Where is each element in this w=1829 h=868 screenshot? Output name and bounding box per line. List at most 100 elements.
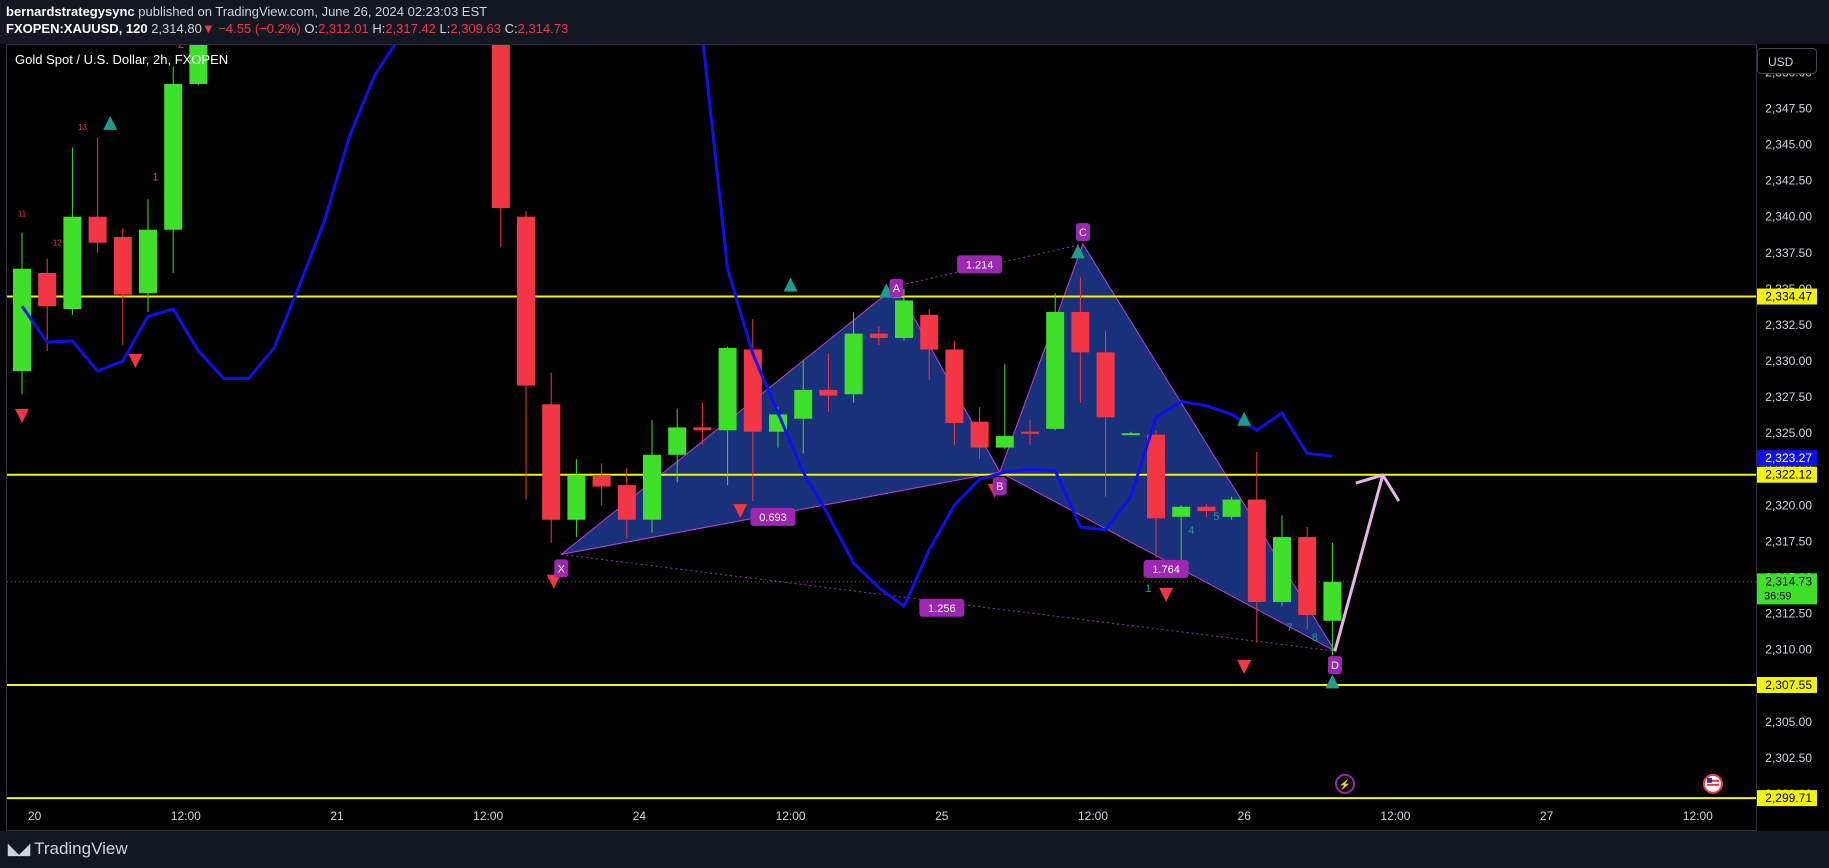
up-signal-marker bbox=[1070, 244, 1085, 259]
candle-body bbox=[895, 300, 913, 338]
symbol-interval: FXOPEN:XAUUSD, 120 bbox=[6, 21, 148, 36]
last-price-text: 2,314.73 bbox=[1765, 574, 1812, 588]
candle-body bbox=[88, 216, 107, 243]
moving-average-line bbox=[20, 45, 397, 380]
publish-line: bernardstrategysync published on Trading… bbox=[6, 4, 487, 19]
sma-price-text: 2,323.27 bbox=[1765, 451, 1812, 465]
price-axis-tick: 2,340.00 bbox=[1765, 210, 1812, 224]
pattern-ratio-label: 1.764 bbox=[1143, 559, 1189, 578]
close-label: C: bbox=[504, 21, 518, 36]
candle-body bbox=[643, 454, 661, 520]
up-signal-marker bbox=[103, 115, 118, 130]
candle-body bbox=[38, 272, 57, 307]
pattern-point-text: B bbox=[996, 481, 1003, 493]
moving-average-line bbox=[701, 45, 1333, 608]
candle-body bbox=[113, 236, 132, 295]
level-price-badge bbox=[1757, 466, 1817, 483]
price-axis-tick: 2,310.00 bbox=[1765, 643, 1812, 657]
level-price-text: 2,299.71 bbox=[1765, 791, 1812, 805]
price-axis-tick: 2,342.50 bbox=[1765, 174, 1812, 188]
candle-body bbox=[189, 45, 208, 84]
level-price-badge bbox=[1757, 790, 1817, 807]
pattern-point-text: C bbox=[1079, 227, 1087, 239]
sequential-count-label: 5 bbox=[1213, 511, 1219, 523]
price-axis-tick: 2,332.50 bbox=[1765, 318, 1812, 332]
price-axis-tick: 2,337.50 bbox=[1765, 246, 1812, 260]
ratio-text: 1.214 bbox=[966, 259, 994, 271]
time-axis-tick: 27 bbox=[1540, 809, 1554, 823]
price-axis-tick: 2,325.00 bbox=[1765, 426, 1812, 440]
sequential-count-label: 1 bbox=[1145, 583, 1151, 595]
pattern-point-badge bbox=[554, 559, 569, 578]
sequential-count-label: 8 bbox=[1312, 632, 1318, 644]
tv-logo-icon: ◣◢ bbox=[8, 841, 30, 858]
candle-body bbox=[1247, 499, 1266, 603]
sma-price-badge bbox=[1757, 450, 1817, 467]
pattern-point-c: C bbox=[1075, 223, 1090, 242]
price-axis-tick: 2,320.00 bbox=[1765, 498, 1812, 512]
tradingview-logo[interactable]: ◣◢ TradingView bbox=[8, 839, 128, 859]
price-axis-tick: 2,347.50 bbox=[1765, 101, 1812, 115]
price-axis-tick: 2,305.00 bbox=[1765, 715, 1812, 729]
pattern-point-text: A bbox=[893, 283, 901, 295]
price-axis-tick: 2,317.50 bbox=[1765, 534, 1812, 548]
pattern-ratio-label: 0.693 bbox=[750, 507, 796, 526]
publish-header: bernardstrategysync published on Trading… bbox=[0, 0, 1829, 44]
candle-body bbox=[13, 268, 31, 372]
candle-body bbox=[819, 389, 838, 396]
pattern-point-badge bbox=[992, 477, 1007, 496]
ratio-badge bbox=[1143, 559, 1189, 578]
currency-button[interactable]: USD bbox=[1757, 48, 1817, 74]
pattern-point-x: X bbox=[554, 559, 569, 578]
candle-body bbox=[139, 229, 157, 294]
level-price-badge bbox=[1757, 288, 1817, 305]
candle-body bbox=[693, 427, 712, 431]
last-price-badge bbox=[1757, 573, 1817, 605]
ratio-badge bbox=[750, 507, 796, 526]
pattern-ratio-label: 1.214 bbox=[957, 255, 1003, 274]
candle-body bbox=[617, 485, 636, 520]
candle-body bbox=[1273, 537, 1291, 603]
chart-title: Gold Spot / U.S. Dollar, 2h, FXOPEN bbox=[15, 52, 229, 67]
xb-dotted-line bbox=[561, 471, 1000, 555]
low-label: L: bbox=[439, 21, 451, 36]
candle-body bbox=[1323, 581, 1342, 621]
price-axis-tick: 2,312.50 bbox=[1765, 607, 1812, 621]
pattern-point-a: A bbox=[889, 278, 904, 297]
lightning-icon bbox=[1335, 773, 1355, 794]
up-signal-marker bbox=[783, 277, 798, 292]
time-axis-tick: 12:00 bbox=[1380, 809, 1410, 823]
sequential-count-label: 4 bbox=[1188, 525, 1194, 537]
sequential-count-label: 11 bbox=[18, 210, 27, 219]
author-name[interactable]: bernardstrategysync bbox=[6, 4, 135, 19]
candle-body bbox=[769, 414, 787, 432]
pattern-point-badge bbox=[1075, 223, 1090, 242]
candle-body bbox=[668, 427, 687, 455]
candle-body bbox=[1222, 499, 1241, 517]
down-signal-marker bbox=[1159, 587, 1174, 602]
change-down-icon: ▼ bbox=[201, 21, 215, 36]
sequential-count-label: 2 bbox=[178, 39, 184, 51]
price-axis-tick: 2,345.00 bbox=[1765, 138, 1812, 152]
time-axis-tick: 20 bbox=[28, 809, 42, 823]
candle-body bbox=[63, 216, 82, 310]
candle-body bbox=[995, 436, 1014, 448]
sequential-count-label: 12 bbox=[53, 239, 62, 248]
candle-body bbox=[1172, 506, 1191, 517]
candle-body bbox=[164, 83, 183, 230]
level-price-text: 2,322.12 bbox=[1765, 468, 1812, 482]
low-value: 2,309.63 bbox=[450, 21, 501, 36]
down-signal-marker bbox=[546, 574, 561, 589]
down-signal-marker bbox=[1237, 659, 1252, 674]
candle-body bbox=[869, 333, 888, 338]
down-signal-marker bbox=[128, 354, 143, 369]
time-axis-tick: 21 bbox=[330, 809, 344, 823]
ratio-text: 0.693 bbox=[759, 512, 787, 524]
lightning-glyph: ⚡ bbox=[1339, 778, 1351, 791]
pattern-point-text: D bbox=[1331, 660, 1339, 672]
last-price: 2,314.80 bbox=[151, 21, 202, 36]
footer-bar bbox=[0, 831, 1829, 868]
pattern-point-text: X bbox=[558, 563, 566, 575]
level-price-text: 2,307.55 bbox=[1765, 678, 1812, 692]
candle-body bbox=[1298, 537, 1317, 615]
